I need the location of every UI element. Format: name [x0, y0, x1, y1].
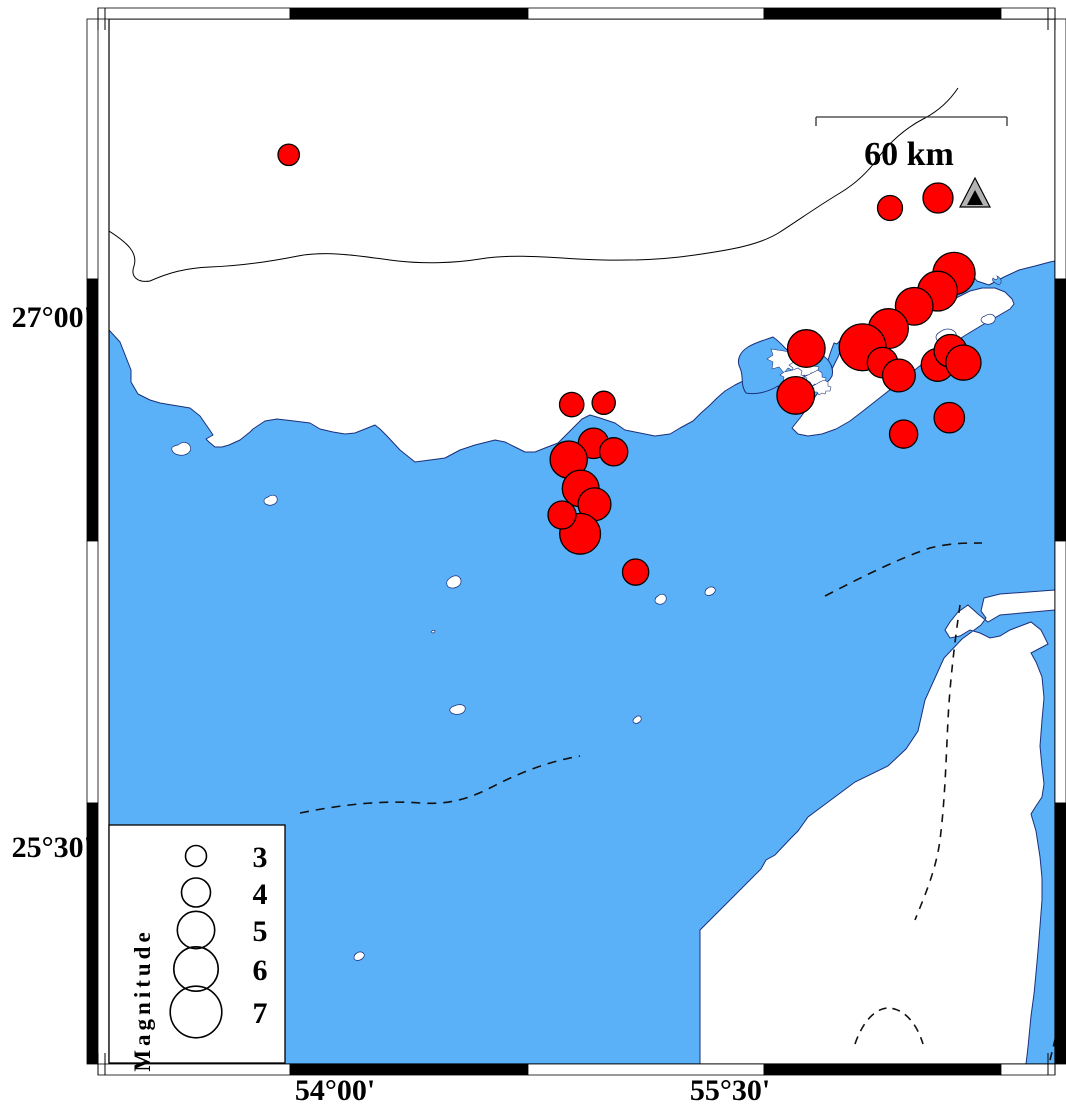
svg-text:55°30': 55°30': [690, 1074, 770, 1107]
svg-text:4: 4: [253, 878, 268, 911]
svg-text:27°00': 27°00': [12, 301, 92, 334]
svg-text:5: 5: [253, 915, 268, 948]
svg-text:6: 6: [253, 954, 268, 987]
svg-text:3: 3: [253, 841, 268, 874]
svg-text:7: 7: [253, 997, 268, 1030]
svg-text:Magnitude: Magnitude: [130, 928, 155, 1071]
svg-text:25°30': 25°30': [12, 831, 92, 864]
svg-text:54°00': 54°00': [295, 1074, 375, 1107]
svg-text:60 km: 60 km: [864, 136, 954, 173]
